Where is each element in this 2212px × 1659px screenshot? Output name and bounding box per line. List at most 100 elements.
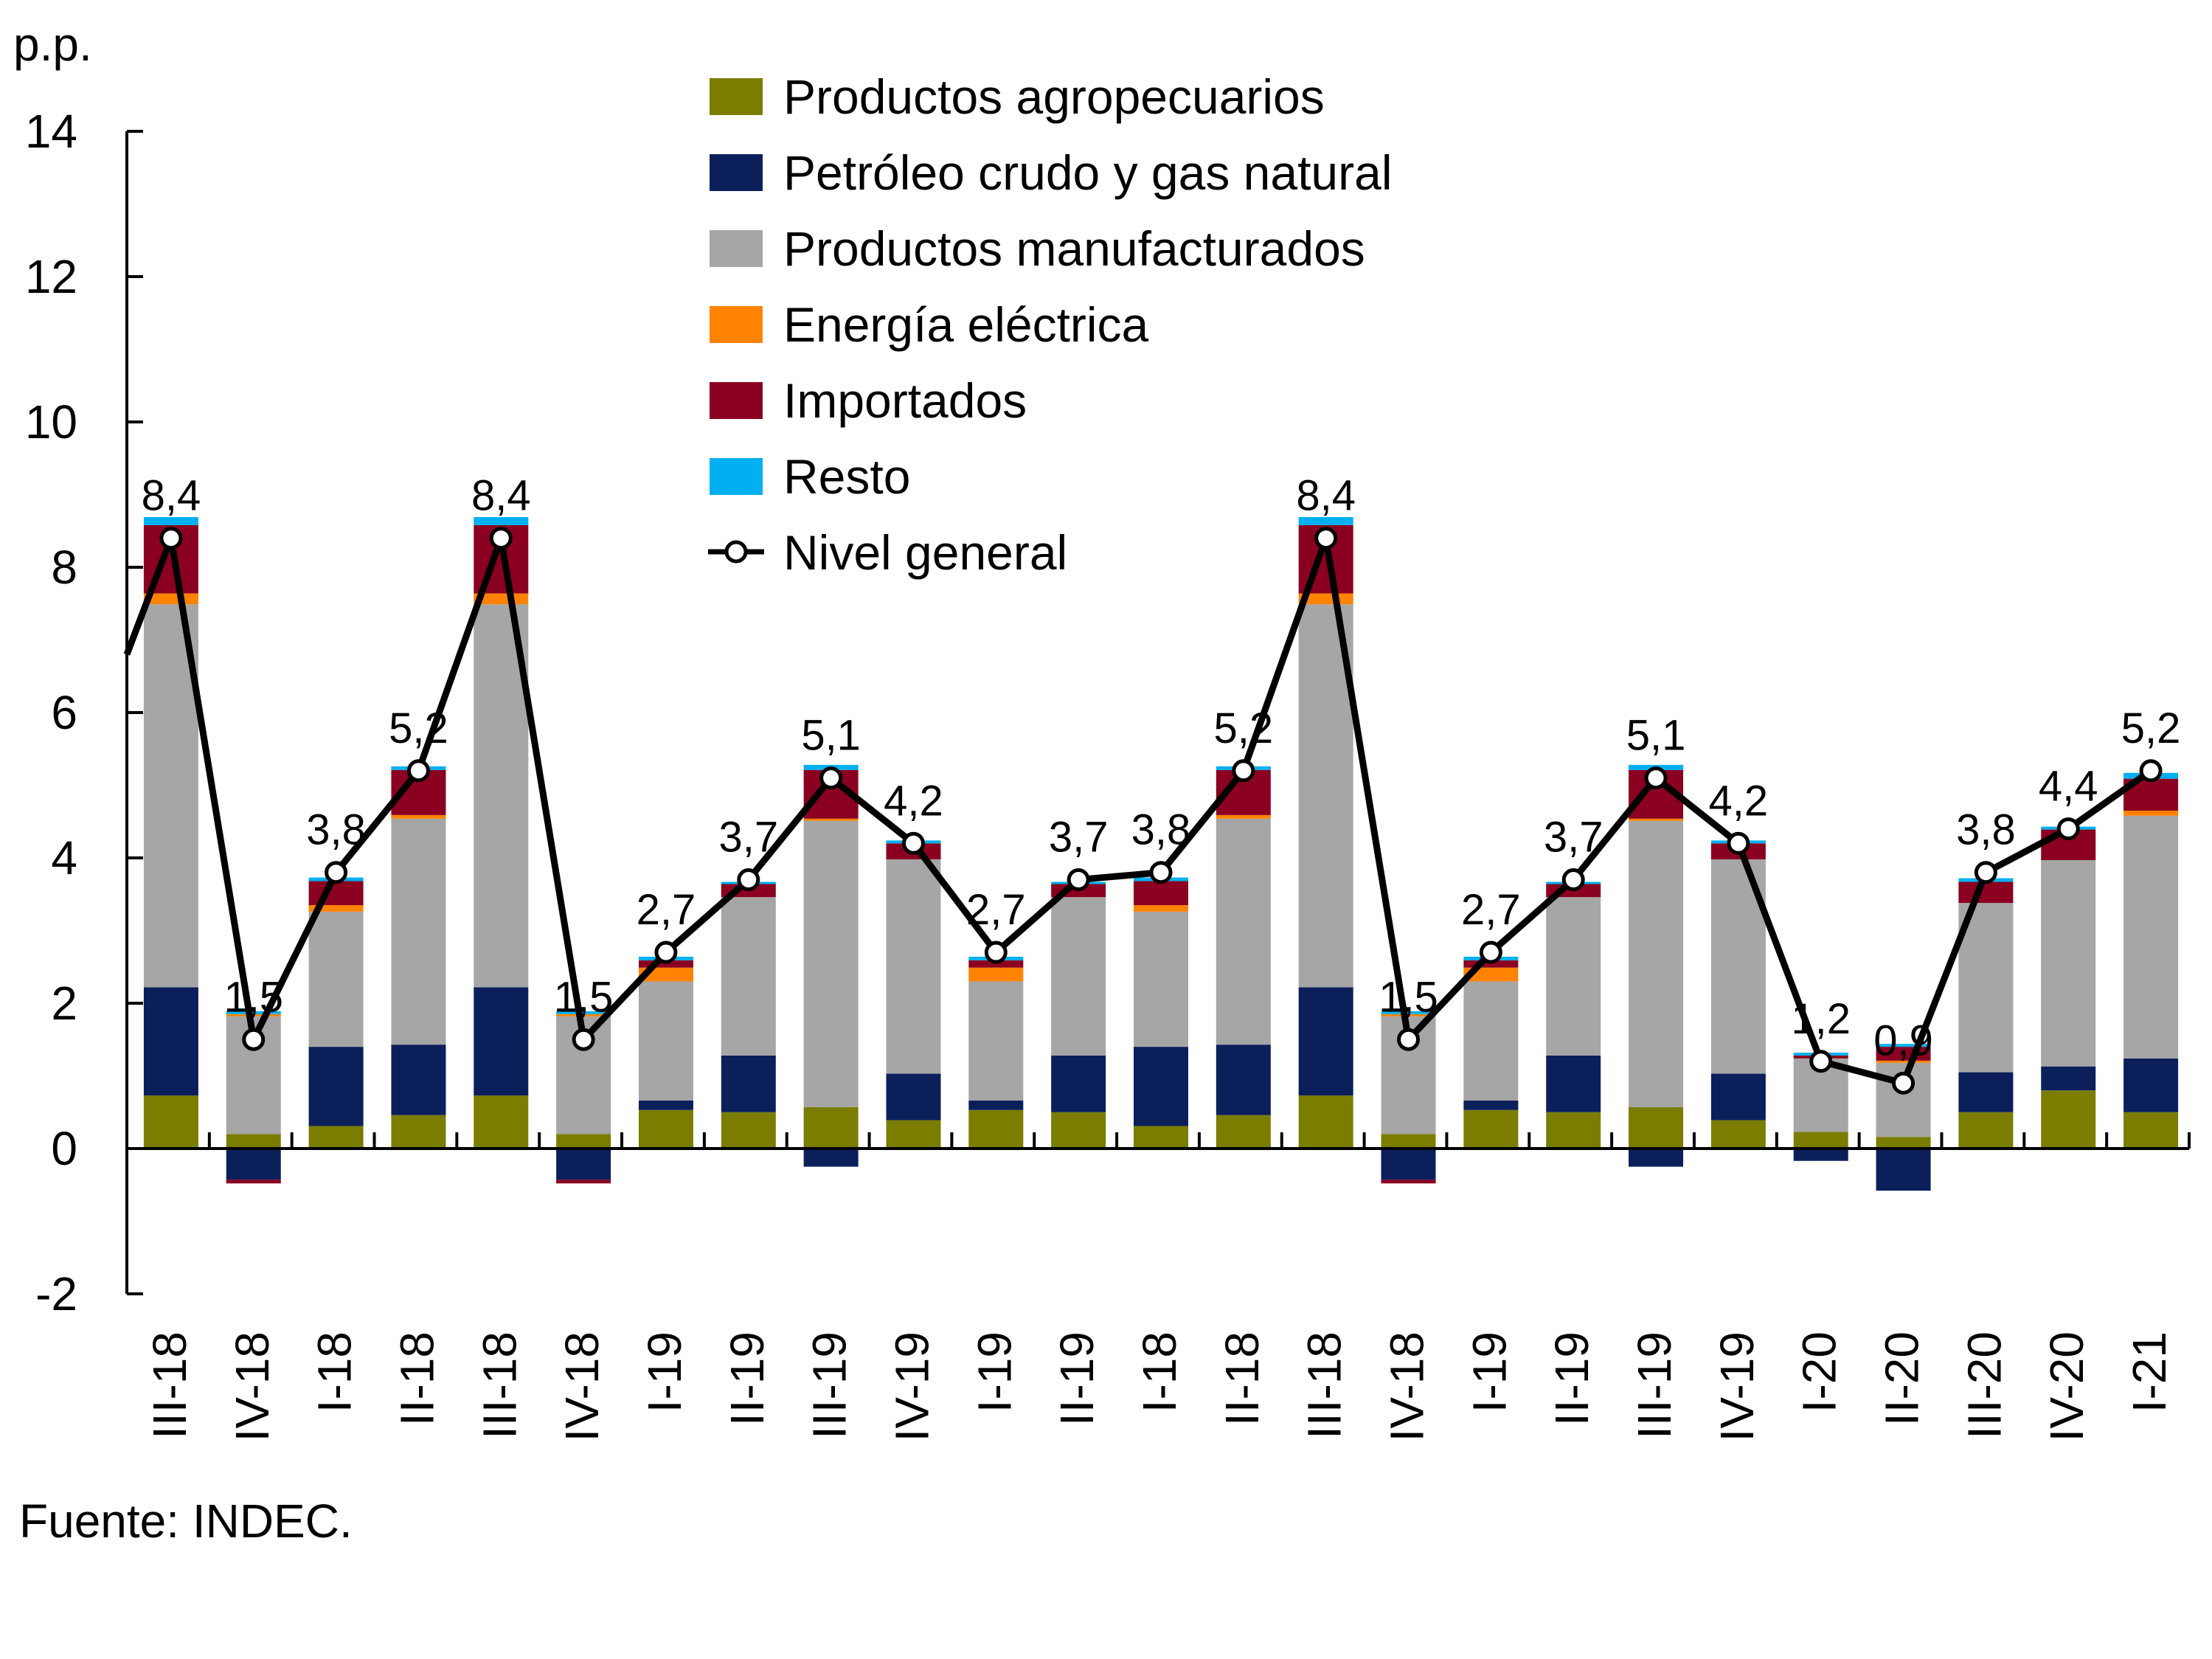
nivel-general-value-label: 3,7 bbox=[1544, 814, 1603, 862]
x-tick-label: I-18 bbox=[308, 1331, 361, 1413]
nivel-general-marker bbox=[1974, 861, 1997, 884]
bar-segment-energ-a-el-ctrica bbox=[1629, 818, 1684, 821]
bar-segment-productos-manufacturados bbox=[1463, 981, 1519, 1101]
nivel-general-marker bbox=[159, 527, 183, 550]
bar-segment-energ-a-el-ctrica bbox=[1381, 1014, 1436, 1016]
bar-segment-productos-agropecuarios bbox=[1546, 1112, 1601, 1149]
x-tick-label: IV-19 bbox=[885, 1331, 938, 1441]
bar-segment-energ-a-el-ctrica bbox=[1134, 905, 1188, 912]
bar-segment-petr-leo-crudo-y-gas-natural bbox=[1298, 987, 1353, 1096]
legend-swatch bbox=[710, 230, 763, 267]
nivel-general-marker bbox=[1727, 831, 1750, 855]
x-tick-label: II-19 bbox=[721, 1331, 774, 1426]
bar-segment-productos-agropecuarios bbox=[1793, 1132, 1848, 1149]
nivel-general-value-label: 1,5 bbox=[1379, 973, 1438, 1021]
legend: Productos agropecuarios Petróleo crudo y … bbox=[708, 69, 1392, 580]
x-tick-label: II-18 bbox=[390, 1331, 443, 1426]
y-tick-label: 2 bbox=[51, 977, 77, 1030]
nivel-general-value-label: 1,5 bbox=[554, 973, 614, 1021]
x-tick-label: I-21 bbox=[2123, 1331, 2176, 1413]
bar-segment-petr-leo-crudo-y-gas-natural bbox=[1793, 1149, 1848, 1161]
legend-label: Importados bbox=[783, 373, 1027, 428]
x-tick-label: II-18 bbox=[1216, 1331, 1269, 1426]
legend-label: Resto bbox=[783, 449, 910, 504]
bar-segment-petr-leo-crudo-y-gas-natural bbox=[1876, 1149, 1931, 1191]
bar-segment-importados bbox=[226, 1180, 281, 1184]
nivel-general-marker bbox=[572, 1028, 595, 1051]
nivel-general-value-label: 3,7 bbox=[718, 814, 778, 862]
nivel-general-marker bbox=[1232, 759, 1255, 783]
nivel-general-marker bbox=[819, 766, 843, 790]
nivel-general-marker bbox=[737, 868, 760, 892]
y-tick-label: 8 bbox=[51, 541, 77, 594]
legend-swatch bbox=[710, 78, 763, 115]
y-tick-label: 0 bbox=[51, 1122, 77, 1175]
nivel-general-marker bbox=[1149, 861, 1173, 884]
bar-segment-productos-agropecuarios bbox=[1051, 1112, 1106, 1149]
bar-segment-petr-leo-crudo-y-gas-natural bbox=[638, 1100, 693, 1110]
nivel-general-marker bbox=[654, 941, 678, 964]
legend-label: Nivel general bbox=[783, 525, 1067, 580]
bar-segment-petr-leo-crudo-y-gas-natural bbox=[1134, 1047, 1188, 1126]
bar-segment-productos-manufacturados bbox=[308, 911, 364, 1047]
bars-layer bbox=[143, 517, 2179, 1191]
bar-segment-energ-a-el-ctrica bbox=[391, 814, 446, 819]
bar-segment-productos-manufacturados bbox=[721, 897, 776, 1056]
bar-segment-petr-leo-crudo-y-gas-natural bbox=[2123, 1058, 2179, 1112]
nivel-general-value-label: 5,1 bbox=[1626, 712, 1686, 760]
legend-swatch bbox=[710, 306, 763, 343]
x-tick-label: I-20 bbox=[1793, 1331, 1846, 1413]
bar-segment-productos-manufacturados bbox=[1546, 897, 1601, 1056]
bar-segment-resto bbox=[1298, 517, 1353, 525]
x-tick-label: III-20 bbox=[1958, 1331, 2011, 1439]
nivel-general-line bbox=[123, 535, 2153, 1087]
x-tick-label: IV-20 bbox=[2040, 1331, 2093, 1441]
y-tick-label: 4 bbox=[51, 831, 77, 884]
bar-segment-resto bbox=[226, 1011, 281, 1014]
bar-segment-productos-manufacturados bbox=[1629, 820, 1684, 1107]
bar-segment-energ-a-el-ctrica bbox=[803, 818, 859, 821]
bar-segment-petr-leo-crudo-y-gas-natural bbox=[1463, 1100, 1519, 1110]
nivel-general-value-label: 3,8 bbox=[306, 806, 366, 854]
x-tick-label: IV-19 bbox=[1710, 1331, 1764, 1441]
bar-segment-petr-leo-crudo-y-gas-natural bbox=[886, 1073, 941, 1121]
bar-segment-importados bbox=[1463, 960, 1519, 968]
bar-segment-productos-manufacturados bbox=[1958, 903, 2014, 1073]
bar-segment-resto bbox=[1381, 1011, 1436, 1014]
legend-swatch bbox=[710, 154, 763, 191]
bar-segment-productos-manufacturados bbox=[2123, 815, 2179, 1059]
bar-segment-productos-agropecuarios bbox=[1710, 1120, 1766, 1149]
bar-segment-petr-leo-crudo-y-gas-natural bbox=[2041, 1066, 2096, 1091]
bar-segment-energ-a-el-ctrica bbox=[1876, 1060, 1931, 1063]
bar-segment-energ-a-el-ctrica bbox=[556, 1014, 611, 1016]
source-note: Fuente: INDEC. bbox=[19, 1495, 353, 1548]
bar-segment-productos-agropecuarios bbox=[474, 1095, 529, 1149]
bar-segment-productos-agropecuarios bbox=[1381, 1134, 1436, 1149]
nivel-general-value-label: 1,2 bbox=[1791, 995, 1851, 1043]
bar-segment-productos-agropecuarios bbox=[886, 1120, 941, 1149]
x-tick-label: I-19 bbox=[638, 1331, 691, 1413]
nivel-general-marker bbox=[1644, 766, 1668, 790]
bar-segment-productos-agropecuarios bbox=[391, 1115, 446, 1149]
nivel-general-value-label: 4,4 bbox=[2039, 763, 2098, 811]
bar-segment-productos-manufacturados bbox=[638, 981, 693, 1101]
bar-segment-importados bbox=[308, 881, 364, 906]
nivel-general-value-label: 3,8 bbox=[1131, 806, 1191, 854]
bar-segment-productos-agropecuarios bbox=[226, 1134, 281, 1149]
nivel-general-marker bbox=[1397, 1028, 1421, 1051]
nivel-general-line-layer bbox=[123, 527, 2163, 1095]
bar-segment-importados bbox=[968, 960, 1024, 968]
legend-marker-icon bbox=[724, 540, 748, 564]
x-tick-label: IV-18 bbox=[1381, 1331, 1434, 1441]
nivel-general-marker bbox=[2056, 817, 2080, 841]
legend-label: Petróleo crudo y gas natural bbox=[783, 145, 1392, 200]
nivel-general-value-label: 8,4 bbox=[1296, 472, 1356, 520]
nivel-general-value-label: 4,2 bbox=[1709, 777, 1769, 825]
bar-segment-productos-agropecuarios bbox=[803, 1106, 859, 1149]
bar-segment-petr-leo-crudo-y-gas-natural bbox=[143, 987, 198, 1096]
bar-segment-petr-leo-crudo-y-gas-natural bbox=[1051, 1055, 1106, 1112]
bar-segment-petr-leo-crudo-y-gas-natural bbox=[556, 1149, 611, 1180]
x-tick-label: I-18 bbox=[1133, 1331, 1186, 1413]
nivel-general-marker bbox=[242, 1028, 266, 1051]
